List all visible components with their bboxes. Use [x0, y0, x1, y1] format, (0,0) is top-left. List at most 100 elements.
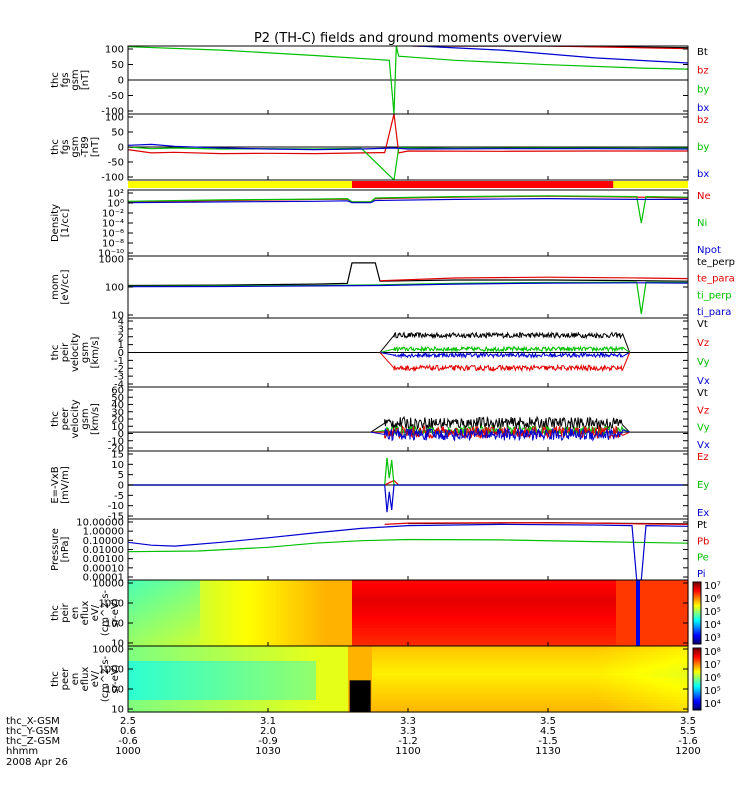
heatmap-cell — [528, 631, 533, 635]
heatmap-cell — [220, 628, 225, 632]
heatmap-cell — [680, 604, 685, 608]
heatmap-cell — [148, 601, 153, 605]
heatmap-cell — [288, 691, 293, 695]
heatmap-cell — [216, 598, 221, 602]
heatmap-cell — [528, 634, 533, 638]
heatmap-cell — [164, 583, 169, 587]
ytick-label: 1000 — [99, 599, 124, 610]
heatmap-cell — [532, 643, 537, 647]
heatmap-cell — [444, 631, 449, 635]
heatmap-cell — [672, 640, 677, 644]
heatmap-cell — [400, 667, 405, 671]
heatmap-cell — [524, 619, 529, 623]
heatmap-cell — [304, 637, 309, 641]
heatmap-cell — [280, 706, 285, 710]
heatmap-cell — [648, 613, 653, 617]
heatmap-cell — [192, 664, 197, 668]
heatmap-cell — [344, 670, 349, 674]
heatmap-cell — [160, 634, 165, 638]
heatmap-cell — [176, 613, 181, 617]
heatmap-cell — [152, 622, 157, 626]
heatmap-cell — [324, 616, 329, 620]
heatmap-cell — [264, 592, 269, 596]
heatmap-cell — [668, 643, 673, 647]
heatmap-cell — [656, 622, 661, 626]
heatmap-cell — [488, 589, 493, 593]
heatmap-cell — [160, 655, 165, 659]
heatmap-cell — [212, 706, 217, 710]
ytick-label: 100 — [105, 45, 124, 56]
heatmap-cell — [248, 622, 253, 626]
heatmap-cell — [168, 619, 173, 623]
heatmap-cell — [544, 643, 549, 647]
heatmap-cell — [620, 631, 625, 635]
heatmap-cell — [324, 631, 329, 635]
heatmap-cell — [452, 637, 457, 641]
heatmap-cell — [136, 652, 141, 656]
heatmap-cell — [196, 676, 201, 680]
ylabel-line: gsm — [70, 69, 81, 90]
heatmap-cell — [220, 649, 225, 653]
heatmap-cell — [264, 613, 269, 617]
heatmap-cell — [356, 607, 361, 611]
heatmap-cell — [576, 598, 581, 602]
trace-Vx — [370, 427, 630, 442]
heatmap-cell — [192, 655, 197, 659]
heatmap-cell — [332, 598, 337, 602]
heatmap-cell — [140, 598, 145, 602]
heatmap-cell — [308, 667, 313, 671]
ytick-label: 10⁻⁶ — [102, 229, 124, 240]
heatmap-cell — [592, 610, 597, 614]
heatmap-cell — [424, 631, 429, 635]
heatmap-cell — [580, 616, 585, 620]
heatmap-cell — [292, 631, 297, 635]
heatmap-cell — [284, 640, 289, 644]
heatmap-cell — [392, 589, 397, 593]
heatmap-cell — [640, 643, 645, 647]
heatmap-cell — [172, 616, 177, 620]
heatmap-cell — [392, 613, 397, 617]
heatmap-cell — [308, 583, 313, 587]
heatmap-cell — [132, 646, 137, 650]
heatmap-cell — [632, 583, 637, 587]
heatmap-cell — [128, 646, 133, 650]
heatmap-cell — [208, 664, 213, 668]
heatmap-cell — [156, 661, 161, 665]
heatmap-cell — [200, 583, 205, 587]
heatmap-cell — [532, 601, 537, 605]
heatmap-cell — [292, 613, 297, 617]
heatmap-cell — [536, 634, 541, 638]
heatmap-cell — [304, 685, 309, 689]
heatmap-cell — [672, 610, 677, 614]
heatmap-cell — [372, 658, 377, 662]
heatmap-cell — [360, 595, 365, 599]
heatmap-cell — [496, 580, 501, 584]
heatmap-cell — [160, 673, 165, 677]
heatmap-cell — [216, 685, 221, 689]
heatmap-cell — [280, 697, 285, 701]
heatmap-cell — [176, 667, 181, 671]
heatmap-cell — [668, 640, 673, 644]
heatmap-cell — [216, 622, 221, 626]
heatmap-cell — [216, 646, 221, 650]
heatmap-cell — [276, 586, 281, 590]
heatmap-cell — [592, 589, 597, 593]
heatmap-cell — [320, 676, 325, 680]
heatmap-cell — [324, 670, 329, 674]
heatmap-cell — [244, 649, 249, 653]
heatmap-cell — [200, 625, 205, 629]
heatmap-cell — [528, 640, 533, 644]
heatmap-cell — [192, 682, 197, 686]
heatmap-cell — [180, 655, 185, 659]
heatmap-cell — [340, 700, 345, 704]
heatmap-cell — [464, 601, 469, 605]
heatmap-cell — [532, 634, 537, 638]
heatmap-cell — [176, 682, 181, 686]
heatmap-cell — [248, 586, 253, 590]
heatmap-cell — [608, 586, 613, 590]
ylabel-line: fgs — [60, 72, 71, 87]
heatmap-cell — [400, 661, 405, 665]
heatmap-cell — [208, 670, 213, 674]
heatmap-cell — [252, 706, 257, 710]
heatmap-cell — [524, 586, 529, 590]
